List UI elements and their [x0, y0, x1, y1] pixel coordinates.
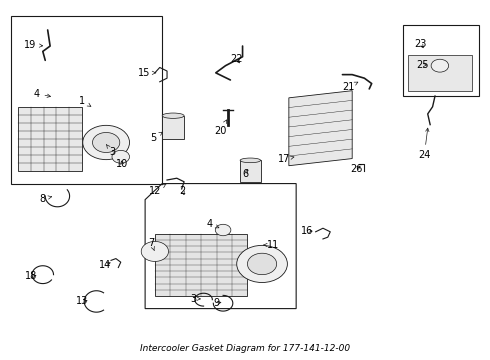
Bar — [240, 160, 261, 182]
Text: 24: 24 — [418, 128, 431, 160]
Text: 20: 20 — [215, 120, 227, 136]
Circle shape — [83, 125, 129, 159]
Bar — [11, 16, 162, 184]
Text: 6: 6 — [242, 168, 248, 179]
Text: 16: 16 — [301, 226, 314, 236]
Circle shape — [247, 253, 277, 275]
Text: 13: 13 — [75, 296, 88, 306]
Text: 12: 12 — [148, 184, 166, 197]
Circle shape — [141, 242, 169, 261]
Text: 22: 22 — [230, 54, 243, 64]
Text: 3: 3 — [106, 145, 116, 157]
Text: 11: 11 — [264, 240, 279, 250]
Bar — [162, 116, 184, 139]
Ellipse shape — [240, 158, 261, 163]
Text: 4: 4 — [207, 219, 219, 229]
Text: 15: 15 — [138, 68, 156, 78]
Circle shape — [431, 59, 449, 72]
Text: 2: 2 — [179, 186, 186, 197]
Text: 17: 17 — [278, 154, 294, 164]
Ellipse shape — [162, 113, 184, 118]
Text: 23: 23 — [414, 39, 427, 49]
Text: Intercooler Gasket Diagram for 177-141-12-00: Intercooler Gasket Diagram for 177-141-1… — [140, 344, 350, 353]
Text: 9: 9 — [214, 298, 221, 308]
Text: 5: 5 — [150, 132, 163, 143]
Text: 19: 19 — [24, 40, 43, 50]
Bar — [155, 234, 247, 296]
Text: 4: 4 — [33, 89, 50, 99]
Text: 25: 25 — [416, 60, 429, 70]
Circle shape — [93, 132, 120, 153]
Text: 8: 8 — [40, 194, 51, 203]
Bar — [403, 24, 479, 96]
Bar — [408, 55, 471, 91]
Text: 14: 14 — [98, 260, 111, 270]
Text: 1: 1 — [79, 96, 91, 106]
Circle shape — [112, 150, 129, 163]
Text: 7: 7 — [148, 238, 154, 250]
Text: 10: 10 — [116, 159, 128, 169]
Text: 3: 3 — [191, 294, 200, 303]
Text: 26: 26 — [350, 164, 362, 174]
Text: 21: 21 — [342, 82, 358, 92]
Bar — [19, 107, 82, 171]
Circle shape — [237, 246, 288, 283]
Polygon shape — [289, 91, 352, 166]
Text: 18: 18 — [24, 271, 37, 282]
Circle shape — [215, 224, 231, 236]
